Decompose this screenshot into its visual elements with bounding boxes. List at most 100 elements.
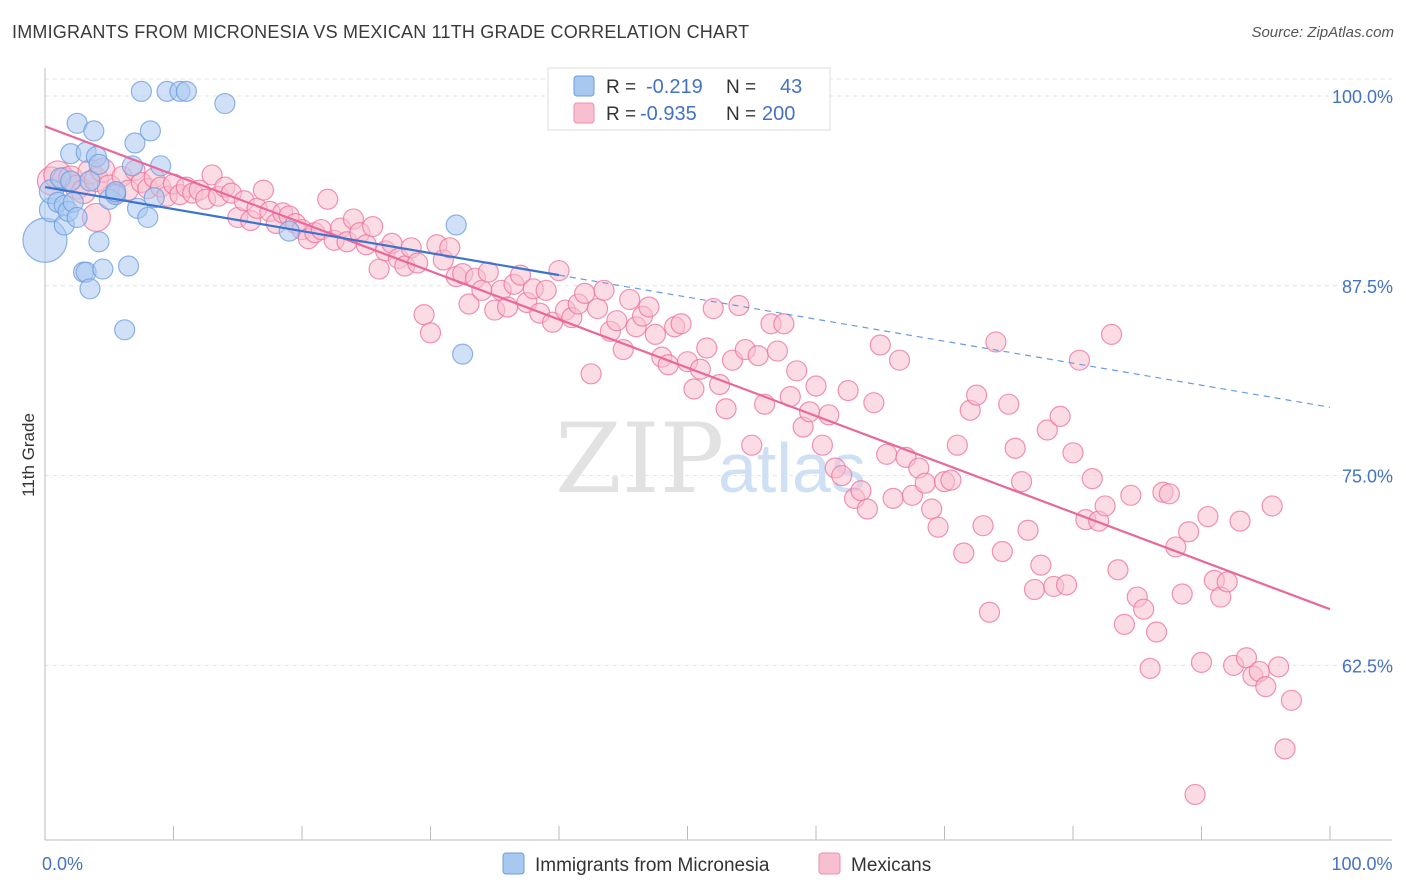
- point-micronesia-26: [114, 319, 136, 341]
- x-tick-label-0: 0.0%: [42, 854, 83, 874]
- trend-line-micronesia-extension: [558, 274, 1331, 408]
- point-mexicans-158: [1049, 405, 1071, 427]
- point-mexicans-52: [368, 258, 390, 280]
- point-mexicans-163: [1081, 468, 1103, 490]
- point-micronesia-16: [79, 278, 101, 300]
- point-mexicans-121: [811, 434, 834, 456]
- bottom-legend-label-mexicans: Mexicans: [851, 855, 931, 876]
- watermark: ZIP atlas: [555, 403, 866, 515]
- legend-r-value-0: -0.219: [646, 76, 703, 98]
- point-micronesia-38: [175, 80, 197, 103]
- point-mexicans-175: [1158, 483, 1180, 505]
- point-mexicans-127: [850, 480, 872, 502]
- point-mexicans-115: [773, 313, 795, 335]
- point-micronesia-8: [60, 170, 82, 192]
- point-mexicans-172: [1139, 657, 1161, 680]
- point-mexicans-165: [1094, 495, 1116, 517]
- point-mexicans-160: [1062, 442, 1084, 464]
- point-mexicans-94: [638, 296, 660, 318]
- point-mexicans-63: [439, 237, 461, 259]
- point-mexicans-186: [1229, 510, 1251, 532]
- point-mexicans-130: [869, 334, 891, 356]
- point-mexicans-190: [1255, 676, 1277, 698]
- legend-n-value-0: 43: [780, 76, 802, 98]
- point-mexicans-129: [863, 392, 885, 414]
- legend-swatch-mexicans: [573, 102, 595, 124]
- point-mexicans-156: [1036, 419, 1058, 441]
- legend: R = -0.219 N = 43 R = -0.935 N = 200: [547, 67, 831, 131]
- point-mexicans-114: [766, 340, 789, 362]
- point-mexicans-154: [1023, 578, 1046, 601]
- point-mexicans-173: [1145, 621, 1168, 643]
- point-mexicans-66: [458, 293, 480, 315]
- point-mexicans-138: [921, 498, 943, 520]
- point-mexicans-95: [644, 323, 666, 345]
- trend-line-micronesia: [44, 185, 560, 277]
- tick-labels: 100.0% 87.5% 75.0% 62.5% 0.0% 100.0%: [42, 87, 1393, 874]
- point-micronesia-11: [66, 206, 88, 229]
- point-mexicans-168: [1113, 613, 1136, 635]
- x-tick-label-1: 100.0%: [1331, 854, 1392, 874]
- point-mexicans-91: [619, 288, 641, 311]
- chart-source: Source: ZipAtlas.com: [1251, 24, 1394, 41]
- watermark-zip: ZIP: [555, 403, 724, 515]
- point-mexicans-143: [953, 542, 975, 564]
- point-mexicans-155: [1030, 554, 1052, 576]
- point-micronesia-25: [105, 181, 127, 203]
- point-mexicans-147: [978, 601, 1001, 623]
- point-mexicans-145: [966, 384, 988, 406]
- bottom-legend-swatch-micronesia: [502, 852, 525, 875]
- y-tick-label-1: 87.5%: [1342, 277, 1393, 297]
- point-mexicans-153: [1017, 519, 1039, 541]
- point-mexicans-89: [606, 310, 628, 332]
- point-mexicans-148: [985, 331, 1007, 353]
- point-micronesia-27: [117, 255, 140, 277]
- point-micronesia-22: [92, 258, 114, 280]
- point-mexicans-150: [998, 393, 1020, 415]
- legend-r-value-1: -0.935: [640, 103, 697, 125]
- point-mexicans-141: [940, 469, 962, 491]
- point-mexicans-128: [856, 498, 879, 520]
- point-mexicans-159: [1055, 574, 1078, 596]
- point-mexicans-146: [972, 515, 994, 537]
- legend-r-label-0: R =: [606, 77, 636, 98]
- point-micronesia-33: [139, 120, 161, 142]
- point-mexicans-149: [991, 540, 1013, 563]
- legend-n-label-1: N =: [726, 104, 756, 125]
- point-micronesia-21: [88, 231, 110, 253]
- point-mexicans-78: [535, 279, 557, 301]
- point-mexicans-133: [888, 349, 911, 371]
- point-mexicans-178: [1178, 521, 1200, 543]
- point-mexicans-161: [1068, 349, 1091, 371]
- point-mexicans-117: [786, 360, 808, 382]
- point-micronesia-29: [124, 132, 146, 154]
- point-mexicans-103: [696, 337, 718, 359]
- point-mexicans-104: [702, 297, 724, 320]
- point-micronesia-32: [137, 206, 159, 229]
- trend-line-mexicans: [44, 125, 1331, 611]
- legend-n-label-0: N =: [726, 77, 756, 98]
- bottom-legend-swatch-mexicans: [818, 852, 841, 875]
- point-mexicans-60: [419, 322, 442, 344]
- point-mexicans-124: [831, 464, 853, 487]
- point-mexicans-106: [715, 398, 737, 420]
- point-mexicans-192: [1267, 656, 1290, 678]
- point-mexicans-166: [1100, 323, 1123, 345]
- point-micronesia-18: [83, 120, 105, 142]
- point-mexicans-194: [1280, 689, 1303, 711]
- point-mexicans-137: [914, 472, 936, 494]
- point-mexicans-169: [1120, 484, 1142, 506]
- point-mexicans-101: [683, 378, 705, 400]
- point-mexicans-120: [805, 375, 827, 397]
- y-axis-label: 11th Grade: [19, 413, 38, 497]
- point-mexicans-110: [741, 434, 763, 456]
- legend-n-value-1: 200: [762, 103, 795, 125]
- point-mexicans-152: [1010, 471, 1033, 493]
- legend-swatch-micronesia: [573, 75, 595, 97]
- point-mexicans-87: [593, 279, 615, 301]
- grid-lines: [45, 78, 1392, 666]
- point-mexicans-34: [252, 179, 275, 201]
- point-mexicans-167: [1107, 559, 1129, 581]
- point-mexicans-193: [1274, 738, 1296, 760]
